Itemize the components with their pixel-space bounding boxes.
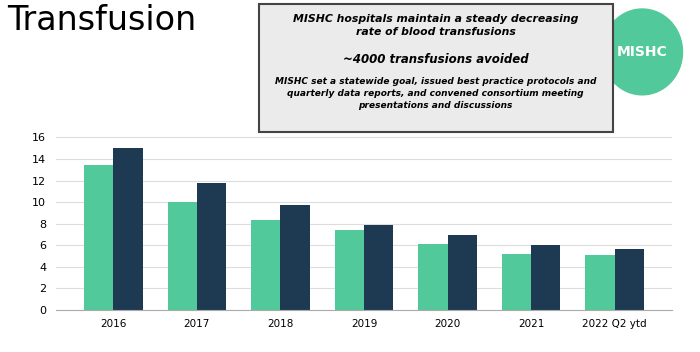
Text: MISHC set a statewide goal, issued best practice protocols and
quarterly data re: MISHC set a statewide goal, issued best …: [275, 77, 596, 110]
Bar: [531, 245, 561, 310]
Bar: [419, 244, 447, 310]
Bar: [167, 202, 197, 310]
Text: MISHC: MISHC: [617, 45, 668, 59]
Text: ~4000 transfusions avoided: ~4000 transfusions avoided: [343, 53, 528, 66]
Bar: [251, 220, 281, 310]
Text: Transfusion: Transfusion: [7, 4, 196, 37]
Circle shape: [602, 9, 682, 95]
Bar: [197, 183, 226, 310]
Bar: [364, 225, 393, 310]
Legend: Michigan, TVT: Michigan, TVT: [296, 348, 432, 352]
Bar: [615, 250, 644, 310]
Bar: [335, 230, 364, 310]
Bar: [585, 255, 615, 310]
Bar: [281, 205, 309, 310]
Bar: [113, 148, 143, 310]
Text: MISHC hospitals maintain a steady decreasing
rate of blood transfusions: MISHC hospitals maintain a steady decrea…: [293, 14, 578, 37]
Bar: [502, 254, 531, 310]
Bar: [84, 165, 113, 310]
Bar: [447, 235, 477, 310]
